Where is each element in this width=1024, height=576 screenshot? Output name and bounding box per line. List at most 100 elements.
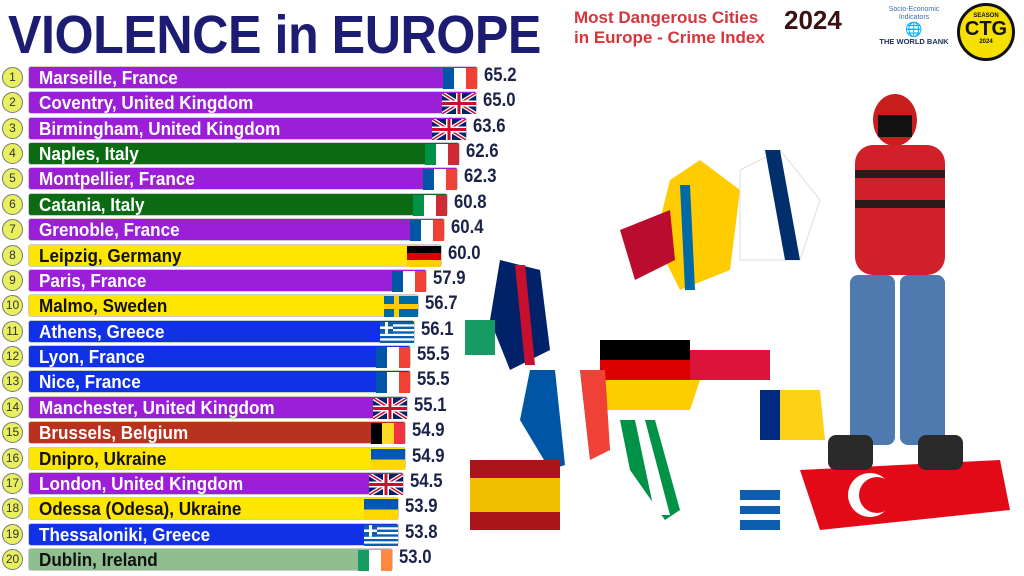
bar: Lyon, France bbox=[28, 345, 411, 369]
rank-badge: 8 bbox=[2, 244, 23, 266]
bar-label: Nice, France bbox=[39, 372, 141, 393]
bar-label: Coventry, United Kingdom bbox=[39, 93, 254, 114]
bar: Birmingham, United Kingdom bbox=[28, 116, 468, 140]
flag-icon-uk bbox=[432, 118, 467, 140]
value-label: 54.5 bbox=[409, 470, 443, 492]
rank-badge: 15 bbox=[2, 422, 23, 444]
bar-label: Dnipro, Ukraine bbox=[39, 448, 167, 469]
globe-icon: 🌐 bbox=[905, 21, 923, 37]
flag-icon-gr bbox=[363, 524, 398, 546]
rank-badge: 19 bbox=[2, 523, 23, 545]
value-label: 54.9 bbox=[412, 420, 445, 442]
flag-icon-uk bbox=[442, 93, 476, 115]
flag-icon-de bbox=[407, 245, 441, 267]
bar-label: Montpellier, France bbox=[39, 169, 195, 190]
bar-label: Marseille, France bbox=[39, 68, 178, 88]
bar-row: 4 Naples, Italy 62.6 bbox=[0, 141, 560, 166]
bar: Marseille, France bbox=[28, 66, 479, 89]
rank-badge: 6 bbox=[2, 193, 23, 215]
flag-icon-fr bbox=[409, 220, 444, 242]
bar-row: 20 Dublin, Ireland 53.0 bbox=[0, 547, 560, 572]
rank-badge: 3 bbox=[2, 117, 23, 139]
badge-mark: CTG bbox=[964, 18, 1008, 40]
flag-icon-ua bbox=[371, 448, 406, 470]
bar-row: 17 London, United Kingdom 54.5 bbox=[0, 471, 560, 496]
value-label: 60.8 bbox=[453, 191, 487, 213]
flag-icon-it bbox=[412, 194, 447, 216]
flag-icon-fr bbox=[375, 372, 410, 394]
value-label: 62.3 bbox=[464, 166, 497, 188]
value-label: 63.6 bbox=[473, 115, 506, 137]
page-title: VIOLENCE in EUROPE bbox=[8, 5, 541, 65]
rank-badge: 11 bbox=[2, 320, 23, 342]
flag-icon-fr bbox=[443, 68, 478, 89]
rank-badge: 14 bbox=[2, 396, 23, 418]
rank-badge: 9 bbox=[2, 269, 23, 291]
bar-row: 9 Paris, France 57.9 bbox=[0, 268, 560, 293]
world-bank-logo: Socio-Economic Indicators 🌐 THE WORLD BA… bbox=[878, 6, 950, 46]
bar-label: Manchester, United Kingdom bbox=[39, 397, 275, 418]
bar: London, United Kingdom bbox=[28, 471, 404, 495]
bar-row: 7 Grenoble, France 60.4 bbox=[0, 217, 560, 242]
masked-man-figure bbox=[828, 94, 963, 470]
rank-badge: 4 bbox=[2, 143, 23, 165]
rank-badge: 1 bbox=[2, 67, 23, 88]
rank-badge: 5 bbox=[2, 168, 23, 190]
value-label: 53.8 bbox=[404, 521, 438, 543]
bar-label: Athens, Greece bbox=[39, 321, 165, 342]
bar: Paris, France bbox=[28, 268, 428, 292]
bar-row: 6 Catania, Italy 60.8 bbox=[0, 192, 560, 217]
bar-row: 18 Odessa (Odesa), Ukraine 53.9 bbox=[0, 496, 560, 521]
bar-row: 8 Leipzig, Germany 60.0 bbox=[0, 243, 560, 268]
bar: Leipzig, Germany bbox=[28, 243, 442, 267]
bar: Malmo, Sweden bbox=[28, 294, 419, 318]
value-label: 65.2 bbox=[484, 65, 517, 86]
rank-badge: 2 bbox=[2, 92, 23, 114]
wb-line1: Socio-Economic bbox=[888, 6, 940, 13]
bar-row: 12 Lyon, France 55.5 bbox=[0, 344, 560, 369]
bar-row: 13 Nice, France 55.5 bbox=[0, 369, 560, 394]
bar: Manchester, United Kingdom bbox=[28, 395, 408, 419]
wb-name: THE WORLD BANK bbox=[879, 37, 949, 46]
bar-label: Thessaloniki, Greece bbox=[39, 524, 211, 545]
flag-icon-it bbox=[425, 144, 460, 166]
bar: Coventry, United Kingdom bbox=[28, 91, 477, 115]
bar: Odessa (Odesa), Ukraine bbox=[28, 497, 400, 521]
bar-row: 10 Malmo, Sweden 56.7 bbox=[0, 293, 560, 318]
bar-label: Dublin, Ireland bbox=[39, 550, 158, 571]
bar-row: 3 Birmingham, United Kingdom 63.6 bbox=[0, 116, 560, 141]
flag-icon-ie bbox=[358, 550, 392, 572]
flag-icon-ua bbox=[364, 499, 399, 521]
bar-label: Odessa (Odesa), Ukraine bbox=[39, 499, 242, 520]
flag-icon-uk bbox=[368, 473, 403, 495]
value-label: 53.9 bbox=[405, 496, 438, 518]
bar-label: Birmingham, United Kingdom bbox=[39, 118, 281, 139]
bar: Athens, Greece bbox=[28, 319, 415, 343]
bar: Thessaloniki, Greece bbox=[28, 522, 399, 546]
bar-row: 15 Brussels, Belgium 54.9 bbox=[0, 420, 560, 445]
subtitle-line1: Most Dangerous Cities bbox=[574, 8, 759, 27]
subtitle: Most Dangerous Cities in Europe - Crime … bbox=[574, 8, 765, 48]
bar-row: 14 Manchester, United Kingdom 55.1 bbox=[0, 395, 560, 420]
bar-row: 2 Coventry, United Kingdom 65.0 bbox=[0, 90, 560, 115]
value-label: 62.6 bbox=[466, 141, 499, 163]
europe-flag-map bbox=[465, 94, 1010, 530]
bar-label: Naples, Italy bbox=[39, 144, 139, 165]
value-label: 53.0 bbox=[399, 547, 432, 569]
bar: Brussels, Belgium bbox=[28, 421, 407, 445]
ctg-badge-logo: SEASON CTG 2024 bbox=[957, 3, 1015, 61]
flag-icon-fr bbox=[423, 169, 458, 191]
value-label: 57.9 bbox=[433, 267, 466, 289]
value-label: 60.4 bbox=[450, 217, 484, 239]
rank-badge: 7 bbox=[2, 219, 23, 241]
bar-row: 11 Athens, Greece 56.1 bbox=[0, 319, 560, 344]
bar: Naples, Italy bbox=[28, 142, 461, 166]
rank-badge: 13 bbox=[2, 371, 23, 393]
flag-icon-be bbox=[371, 423, 406, 445]
rank-badge: 12 bbox=[2, 346, 23, 368]
value-label: 55.5 bbox=[416, 344, 450, 366]
rank-badge: 18 bbox=[2, 498, 23, 520]
bar: Dublin, Ireland bbox=[28, 548, 393, 572]
rank-badge: 17 bbox=[2, 472, 23, 494]
bar-row: 1 Marseille, France 65.2 bbox=[0, 65, 560, 90]
